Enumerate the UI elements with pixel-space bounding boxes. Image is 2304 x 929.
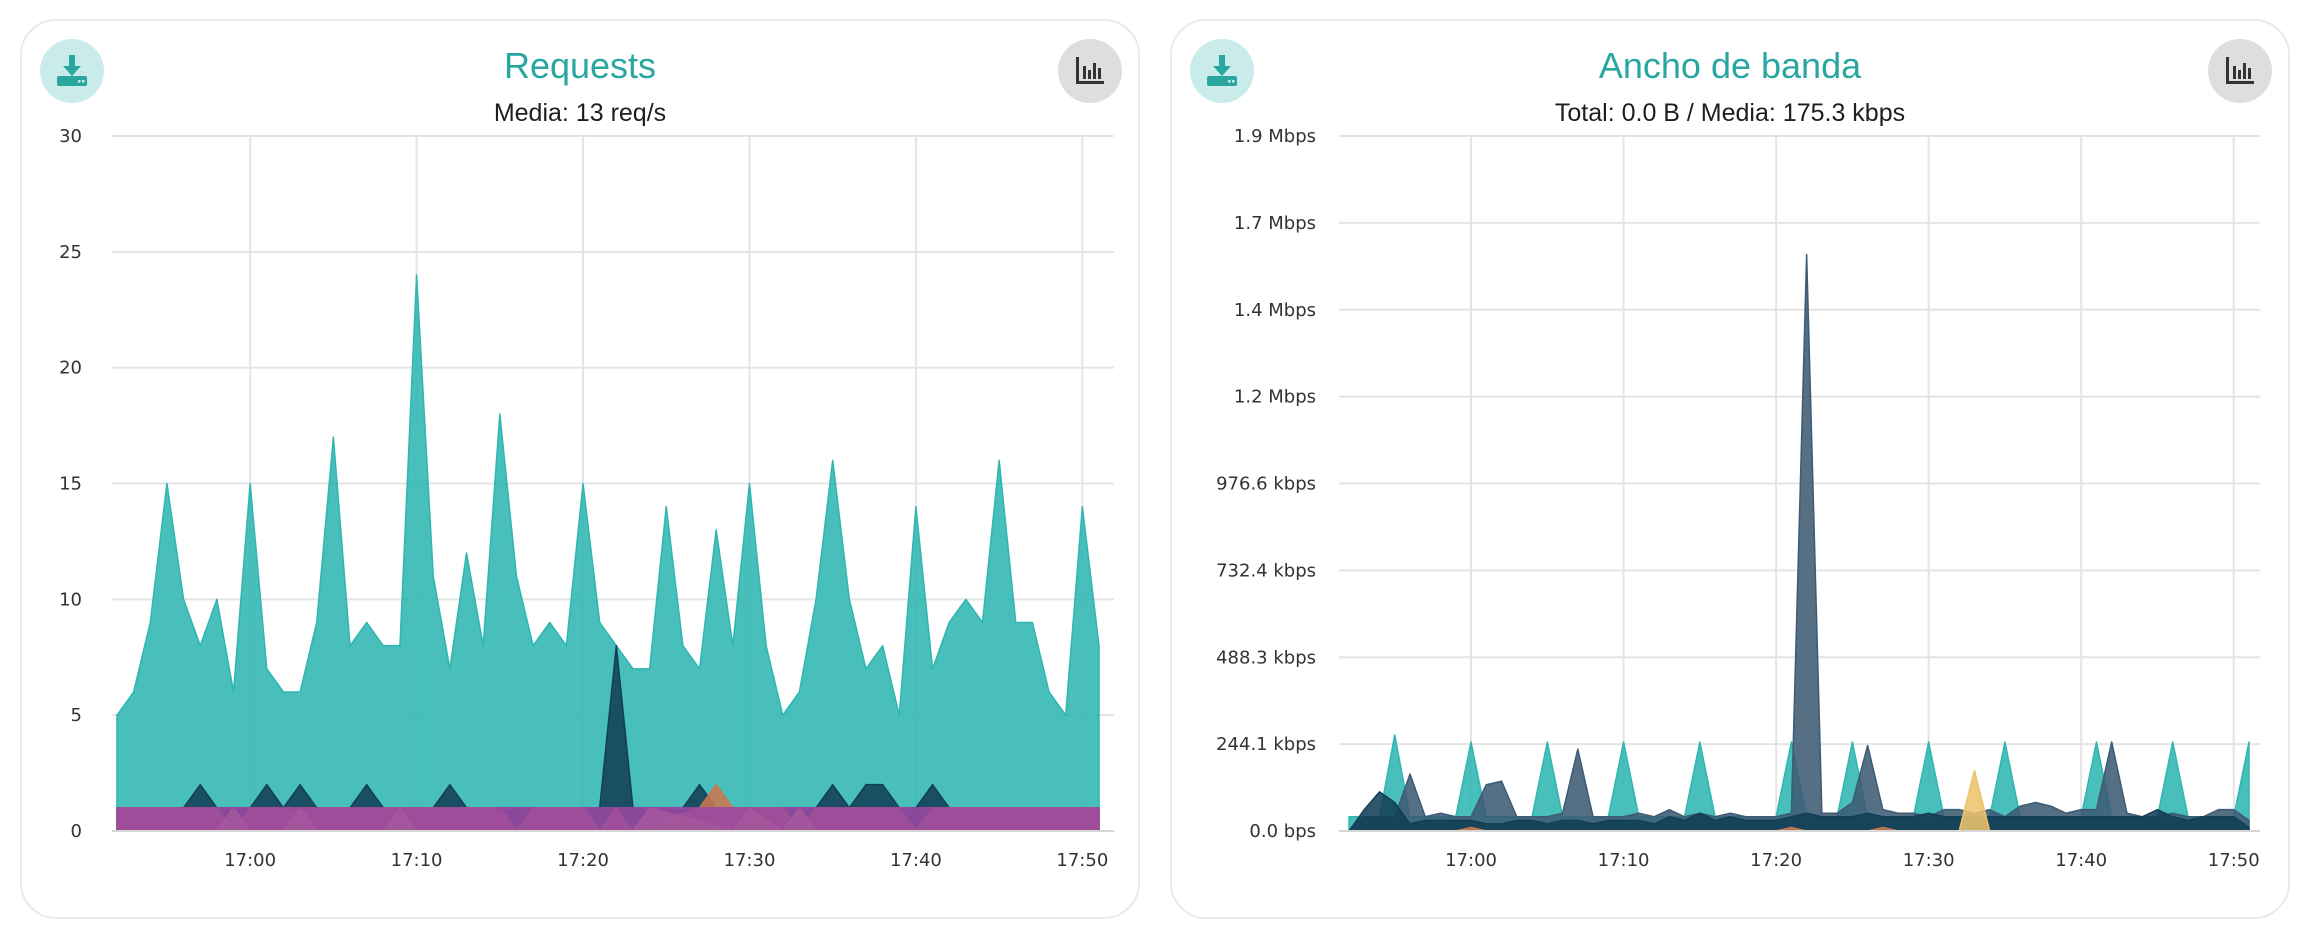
x-tick-label: 17:10: [391, 850, 443, 871]
y-tick-label: 488.3 kbps: [1216, 647, 1316, 668]
requests-card: Requests Media: 13 req/s 30 25 20 15 10 5 0 17:…: [20, 19, 1140, 919]
y-tick-label: 1.7 Mbps: [1234, 213, 1316, 234]
bandwidth-card: Ancho de banda Total: 0.0 B / Media: 175…: [1170, 19, 2290, 919]
x-tick-label: 17:50: [1056, 850, 1108, 871]
y-tick-label: 732.4 kbps: [1216, 560, 1316, 581]
y-tick-label: 30: [59, 126, 82, 147]
y-tick-label: 1.9 Mbps: [1234, 126, 1316, 147]
x-tick-label: 17:00: [1445, 850, 1497, 871]
y-tick-label: 0: [71, 821, 82, 842]
bandwidth-chart: 1.9 Mbps 1.7 Mbps 1.4 Mbps 1.2 Mbps 976.6 kb…: [1216, 126, 2260, 871]
x-tick-label: 17:30: [1903, 850, 1955, 871]
y-tick-label: 15: [59, 474, 82, 495]
chart-title: Ancho de banda: [1598, 45, 1862, 86]
y-tick-label: 20: [59, 358, 82, 379]
y-tick-label: 1.2 Mbps: [1234, 387, 1316, 408]
x-tick-label: 17:30: [724, 850, 776, 871]
chart-subtitle: Media: 13 req/s: [493, 99, 667, 127]
y-tick-label: 5: [71, 705, 82, 726]
bar-chart-icon[interactable]: [1058, 39, 1122, 103]
x-tick-label: 17:50: [2208, 850, 2260, 871]
x-tick-label: 17:20: [557, 850, 609, 871]
x-tick-label: 17:20: [1750, 850, 1802, 871]
x-tick-label: 17:10: [1598, 850, 1650, 871]
y-tick-label: 244.1 kbps: [1216, 734, 1316, 755]
series-area-4: [116, 807, 1100, 832]
y-tick-label: 976.6 kbps: [1216, 474, 1316, 495]
x-tick-label: 17:40: [2055, 850, 2107, 871]
chart-title: Requests: [503, 45, 657, 86]
download-icon[interactable]: [40, 39, 104, 103]
requests-chart: 30 25 20 15 10 5 0 17:00 17:10 17:20 17:30 17:40 17:…: [59, 126, 1114, 871]
y-tick-label: 0.0 bps: [1249, 821, 1316, 842]
x-tick-label: 17:40: [890, 850, 942, 871]
series-area-2: [1348, 791, 2250, 832]
x-tick-label: 17:00: [224, 850, 276, 871]
download-icon[interactable]: [1190, 39, 1254, 103]
y-tick-label: 10: [59, 589, 82, 610]
y-tick-label: 1.4 Mbps: [1234, 300, 1316, 321]
series-area-1: [1348, 253, 2250, 832]
chart-subtitle: Total: 0.0 B / Media: 175.3 kbps: [1554, 99, 1906, 127]
bar-chart-icon[interactable]: [2208, 39, 2272, 103]
y-tick-label: 25: [59, 242, 82, 263]
